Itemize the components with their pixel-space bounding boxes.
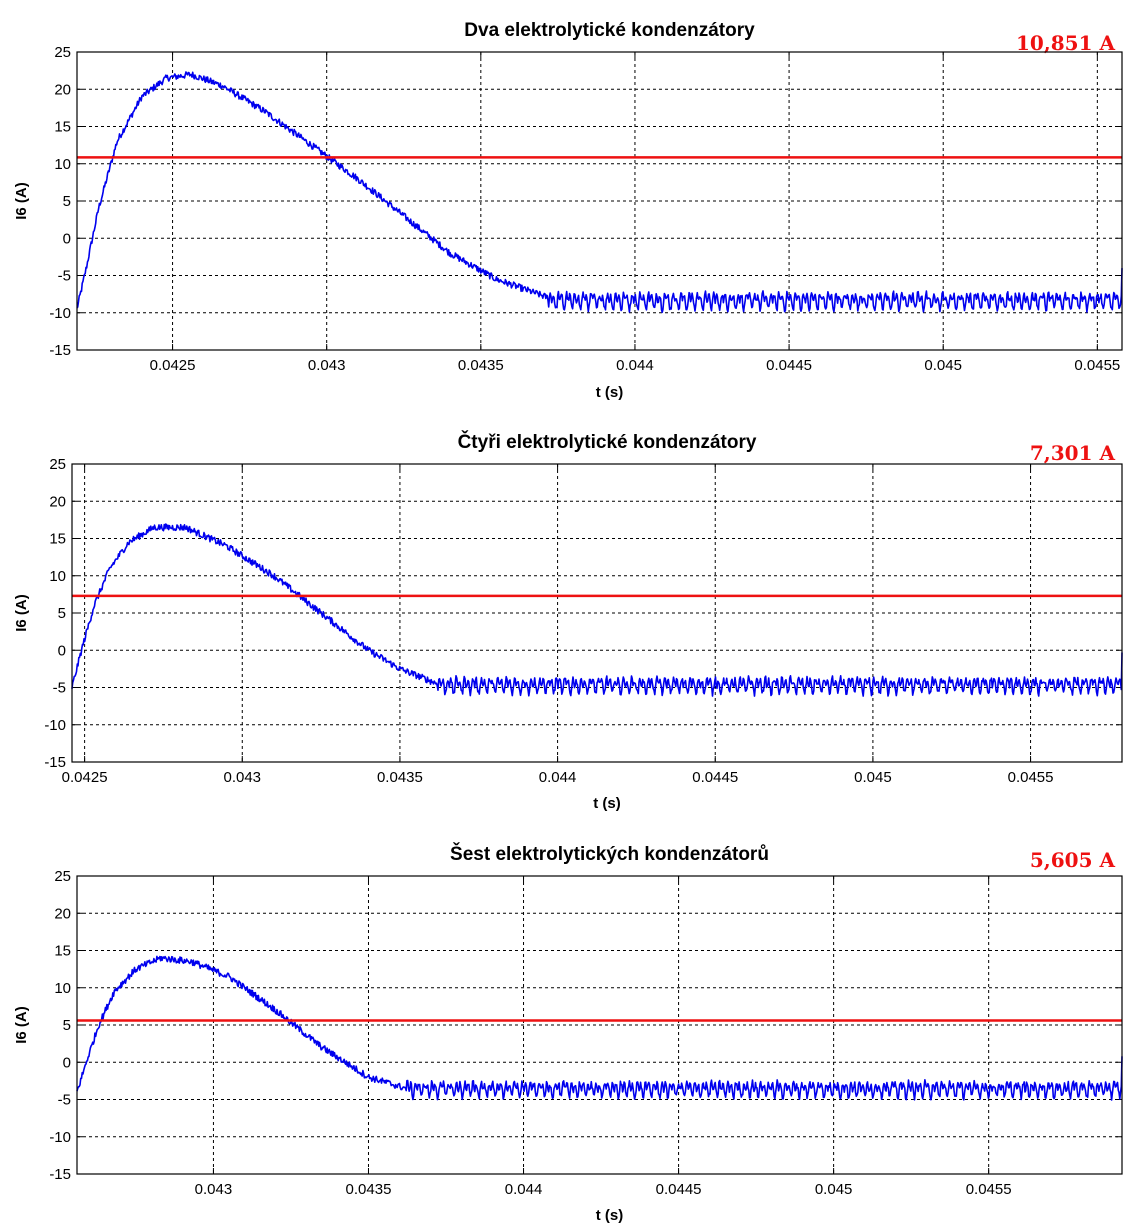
x-tick-label: 0.043: [223, 769, 261, 786]
y-tick-label: 5: [58, 605, 66, 622]
chart-2: -15 -10 -5 0 5 10 15 20 25 0.0425 0.043 0.0435 0.044…: [13, 431, 1123, 812]
signal-line: [76, 955, 1123, 1101]
x-axis-label: t (s): [593, 795, 621, 812]
y-tick-label: 20: [54, 81, 71, 98]
y-tick-label: 10: [49, 568, 66, 585]
reference-value-label: 7,301 A: [1030, 441, 1116, 465]
chart-title: Šest elektrolytických kondenzátorů: [450, 843, 769, 865]
y-tick-label: 20: [54, 905, 71, 922]
y-tick-label: -15: [49, 342, 71, 359]
y-tick-label: -10: [49, 1129, 71, 1146]
y-tick-label: 0: [63, 1054, 71, 1071]
y-tick-label: 20: [49, 493, 66, 510]
y-tick-label: 15: [54, 943, 71, 960]
y-tick-label: 5: [63, 1017, 71, 1034]
y-tick-label: -5: [58, 1092, 71, 1109]
y-tick-label: 25: [54, 868, 71, 885]
y-tick-label: 25: [54, 44, 71, 61]
x-tick-label: 0.043: [195, 1181, 233, 1198]
x-tick-label: 0.0445: [656, 1181, 702, 1198]
y-tick-label: 5: [63, 193, 71, 210]
x-axis-label: t (s): [596, 1207, 624, 1224]
y-tick-label: -15: [44, 754, 66, 771]
chart-title: Čtyři elektrolytické kondenzátory: [458, 431, 757, 453]
y-tick-label: 10: [54, 980, 71, 997]
y-tick-label: 0: [58, 642, 66, 659]
x-tick-label: 0.0435: [458, 357, 504, 374]
y-tick-label: 15: [54, 119, 71, 136]
y-tick-label: 10: [54, 156, 71, 173]
reference-value-label: 5,605 A: [1030, 848, 1116, 872]
chart-3: -15 -10 -5 0 5 10 15 20 25 0.043 0.0435 0.044 0.0445…: [13, 843, 1123, 1224]
y-tick-label: -5: [58, 268, 71, 285]
x-tick-label: 0.0425: [150, 357, 196, 374]
x-tick-label: 0.045: [854, 769, 892, 786]
x-tick-label: 0.0435: [377, 769, 423, 786]
x-tick-label: 0.045: [924, 357, 962, 374]
x-tick-label: 0.0445: [766, 357, 812, 374]
x-tick-label: 0.045: [815, 1181, 853, 1198]
x-tick-label: 0.0425: [62, 769, 108, 786]
y-axis-label: I6 (A): [13, 1006, 30, 1044]
x-tick-label: 0.0435: [346, 1181, 392, 1198]
y-tick-label: 0: [63, 230, 71, 247]
x-tick-label: 0.043: [308, 357, 346, 374]
y-axis-label: I6 (A): [13, 594, 30, 632]
chart-title: Dva elektrolytické kondenzátory: [464, 20, 755, 41]
x-tick-label: 0.0455: [966, 1181, 1012, 1198]
chart-1: -15 -10 -5 0 5 10 15 20 25 0.0425 0.043 0.0435 0.044…: [13, 20, 1123, 401]
y-tick-label: -10: [49, 305, 71, 322]
plot-frame: [76, 51, 1123, 351]
x-tick-label: 0.044: [539, 769, 577, 786]
x-tick-label: 0.0455: [1074, 357, 1120, 374]
y-tick-label: 25: [49, 456, 66, 473]
signal-line: [76, 71, 1123, 314]
x-tick-label: 0.044: [616, 357, 654, 374]
y-tick-label: -5: [53, 680, 66, 697]
y-tick-label: 15: [49, 531, 66, 548]
plot-frame: [71, 463, 1123, 763]
plot-frame: [76, 875, 1123, 1175]
y-tick-label: -15: [49, 1166, 71, 1183]
signal-line: [71, 523, 1123, 697]
reference-value-label: 10,851 A: [1016, 31, 1116, 55]
x-axis-label: t (s): [596, 384, 624, 401]
y-axis-label: I6 (A): [13, 182, 30, 220]
x-tick-label: 0.0455: [1008, 769, 1054, 786]
x-tick-label: 0.0445: [692, 769, 738, 786]
x-tick-label: 0.044: [505, 1181, 543, 1198]
y-tick-label: -10: [44, 717, 66, 734]
